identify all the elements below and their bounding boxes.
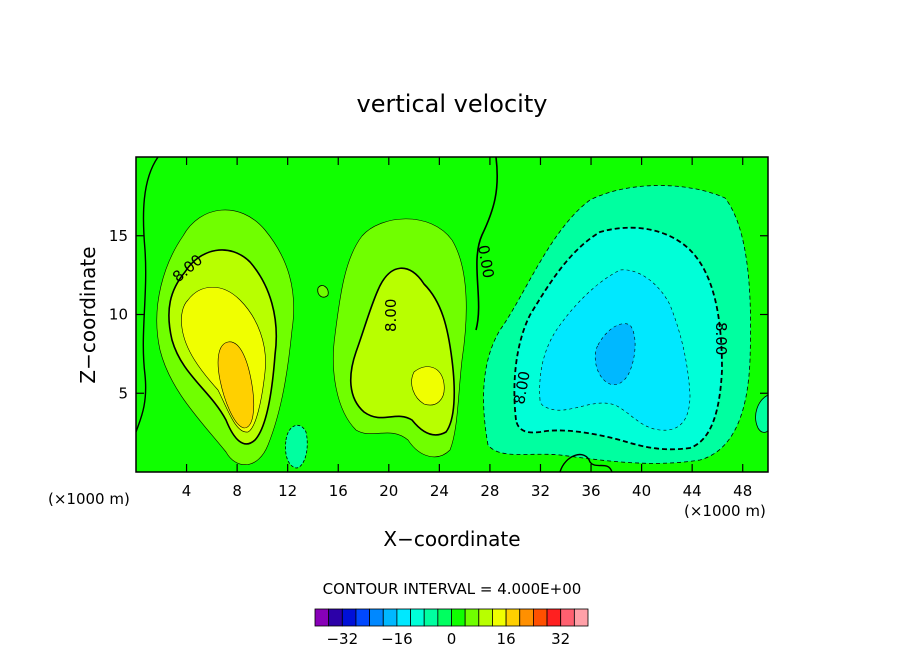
zero-contour [475, 157, 499, 331]
colorbar-swatch [382, 608, 398, 627]
colorbar-swatch [519, 608, 534, 627]
y-tick-label: 10 [109, 306, 128, 324]
x-tick-label: 48 [733, 482, 752, 500]
downdraft-level-minus-16 [594, 323, 636, 386]
colorbar-tick-label: 32 [551, 630, 570, 648]
small-positive-cell [317, 285, 329, 298]
colorbar-swatch [410, 608, 425, 627]
x-unit-left: (×1000 m) [48, 490, 130, 508]
x-tick-label: 44 [683, 482, 702, 500]
colorbar-swatch [546, 608, 562, 627]
colorbar-swatch [396, 608, 411, 627]
small-negative-cell [285, 424, 308, 469]
colorbar-swatch [423, 608, 439, 627]
y-tick-label: 15 [109, 227, 128, 245]
updraft-2-level-12 [411, 366, 445, 406]
bottom-right-contour [559, 453, 613, 472]
x-tick-label: 28 [480, 482, 499, 500]
colorbar-tick-label: 0 [447, 630, 457, 648]
x-tick-label: 36 [581, 482, 600, 500]
contour-label: 8.00 [712, 322, 730, 355]
colorbar-swatch [328, 608, 343, 627]
contour-label: 8.00 [382, 299, 400, 332]
x-tick-label: 12 [278, 482, 297, 500]
colorbar-swatch [478, 608, 493, 627]
colorbar-swatch [341, 608, 357, 627]
x-tick-label: 32 [531, 482, 550, 500]
x-unit-right: (×1000 m) [684, 502, 766, 520]
x-tick-label: 40 [632, 482, 651, 500]
colorbar-tick-label: −32 [326, 630, 358, 648]
x-tick-label: 24 [430, 482, 449, 500]
colorbar: −32 −16 0 16 32 [314, 608, 589, 648]
colorbar-swatch [355, 608, 371, 627]
y-axis: 5 10 15 [109, 227, 768, 402]
y-tick-label: 5 [118, 384, 128, 402]
colorbar-swatch [533, 608, 548, 627]
colorbar-tick-label: −16 [381, 630, 413, 648]
colorbar-swatch [464, 608, 480, 627]
colorbar-swatch [437, 608, 452, 627]
x-tick-label: 16 [329, 482, 348, 500]
x-tick-label: 8 [232, 482, 242, 500]
colorbar-swatch [451, 608, 466, 627]
colorbar-swatch [369, 608, 384, 627]
colorbar-swatch [560, 608, 575, 627]
updraft-1-level-16 [217, 341, 255, 429]
y-axis-label: Z−coordinate [76, 246, 100, 383]
contour-label: 0.00 [474, 244, 498, 280]
colorbar-swatch [573, 608, 589, 627]
x-axis: 4 8 12 16 20 24 28 32 36 40 44 48 [182, 157, 752, 500]
colorbar-swatch [314, 608, 330, 627]
colorbar-tick-label: 16 [497, 630, 516, 648]
contour-interval: CONTOUR INTERVAL = 4.000E+00 [323, 580, 582, 598]
x-tick-label: 4 [182, 482, 192, 500]
colorbar-swatch [505, 608, 521, 627]
contour-label: 8.00 [510, 370, 534, 406]
x-tick-label: 20 [379, 482, 398, 500]
x-axis-label: X−coordinate [383, 527, 520, 551]
chart-title: vertical velocity [357, 90, 548, 118]
contour-field: 8.00 8.00 0.00 8.00 8.00 [136, 157, 768, 472]
left-edge-contour [136, 157, 159, 433]
colorbar-swatch [492, 608, 507, 627]
